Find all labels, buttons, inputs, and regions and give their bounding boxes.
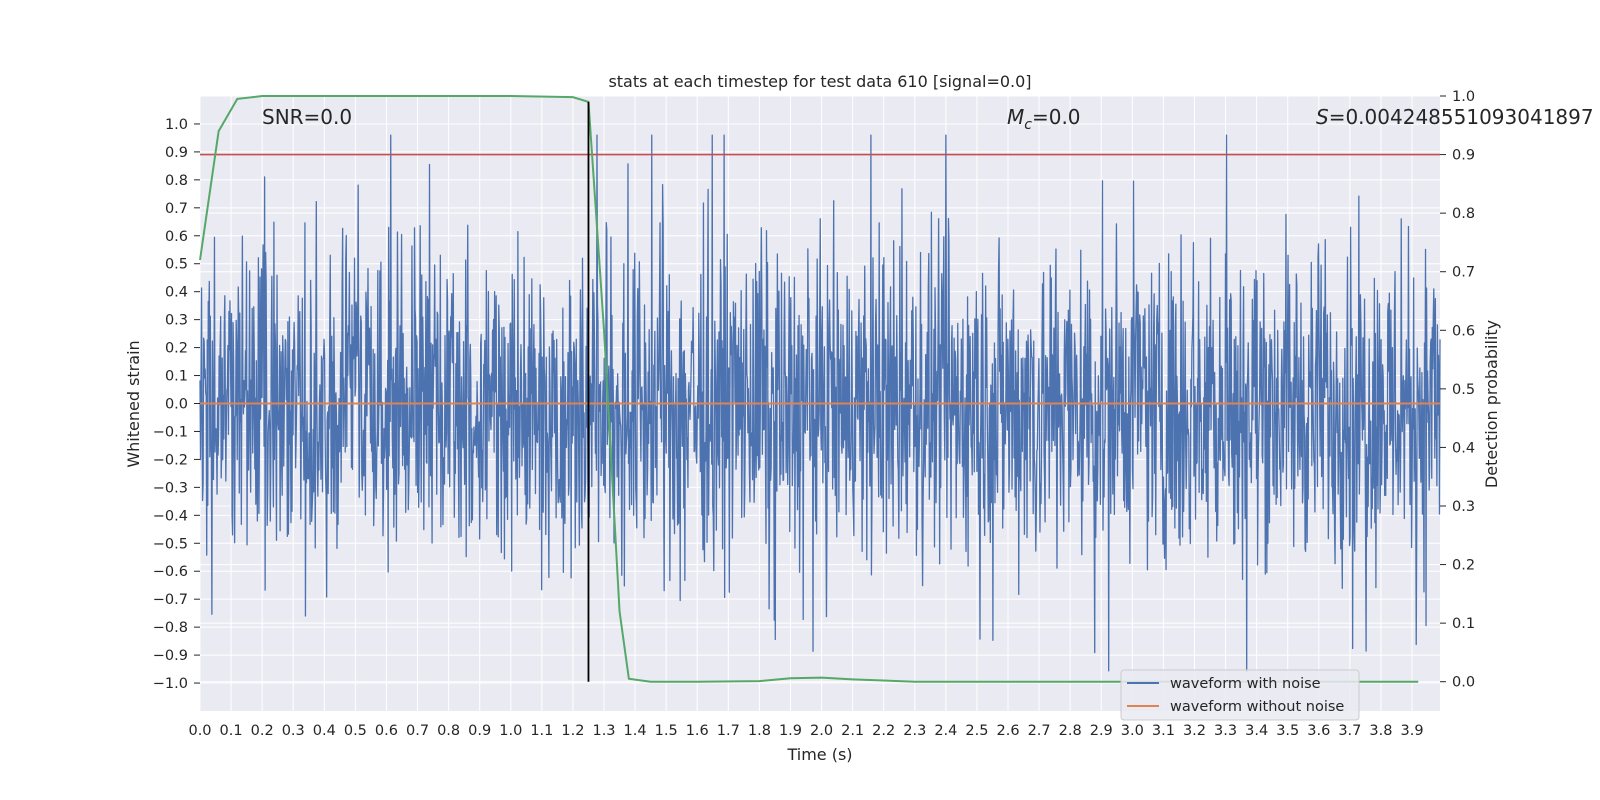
y-tick-label: −0.3 [153,480,188,496]
x-tick-label: 2.7 [1028,723,1051,739]
y2-tick-label: 0.2 [1452,558,1475,574]
x-tick-label: 1.3 [592,723,615,739]
y2-tick-label: 0.3 [1452,499,1475,515]
x-axis-label: Time (s) [786,745,852,764]
x-tick-label: 2.2 [872,723,895,739]
x-tick-label: 1.5 [655,723,678,739]
x-tick-label: 1.0 [499,723,522,739]
y-tick-label: 0.1 [165,369,188,385]
x-tick-label: 3.5 [1276,723,1299,739]
x-tick-label: 0.6 [375,723,398,739]
y2-tick-label: 0.5 [1452,382,1475,398]
x-tick-label: 3.8 [1369,723,1392,739]
y-axis-label: Whitened strain [124,340,143,467]
y-tick-label: −0.8 [153,620,188,636]
y-tick-label: 1.0 [165,117,188,133]
y-tick-label: 0.4 [165,285,188,301]
s-annotation: S=0.004248551093041897 [1316,105,1594,129]
x-tick-label: 3.1 [1152,723,1175,739]
y-tick-label: −0.4 [153,508,188,524]
y-tick-label: 0.9 [165,145,188,161]
x-tick-label: 1.2 [561,723,584,739]
y-tick-label: −0.1 [153,424,188,440]
y2-tick-label: 0.8 [1452,206,1475,222]
chart-lines [199,95,1440,683]
x-tick-label: 1.6 [686,723,709,739]
tick-labels: 0.0 0.1 0.2 0.3 0.4 0.5 0.6 0.7 0.8 0.9 1.0 1.1 1.2 1… [153,89,1475,739]
legend-label-noise: waveform with noise [1170,676,1321,692]
y-tick-label: 0.2 [165,341,188,357]
x-tick-label: 0.0 [188,723,211,739]
y-tick-label: 0.8 [165,173,188,189]
x-tick-label: 0.8 [437,723,460,739]
x-tick-label: 2.1 [841,723,864,739]
y2-tick-label: 0.6 [1452,323,1475,339]
x-tick-label: 0.4 [313,723,336,739]
x-tick-label: 1.4 [624,723,647,739]
y2-tick-label: 1.0 [1452,89,1475,105]
x-tick-label: 0.5 [344,723,367,739]
x-tick-label: 2.5 [965,723,988,739]
x-tick-label: 2.0 [810,723,833,739]
x-tick-label: 0.3 [282,723,305,739]
x-tick-label: 2.8 [1059,723,1082,739]
x-tick-label: 1.1 [530,723,553,739]
x-tick-label: 1.8 [748,723,771,739]
legend-box [1120,669,1360,721]
series-waveform-with-noise [199,134,1441,673]
x-tick-label: 3.9 [1400,723,1423,739]
legend: waveform with noise waveform without noi… [1120,669,1360,721]
mc-annotation: Mc=0.0 [1007,105,1081,133]
y-tick-label: 0.3 [165,313,188,329]
y-tick-label: −0.6 [153,564,188,580]
x-tick-label: 2.6 [996,723,1019,739]
x-tick-label: 0.2 [251,723,274,739]
x-tick-label: 0.7 [406,723,429,739]
x-tick-label: 0.9 [468,723,491,739]
legend-label-clean: waveform without noise [1170,699,1344,715]
x-tick-label: 3.0 [1121,723,1144,739]
chart-title: stats at each timestep for test data 610… [608,72,1031,91]
waveform-with-noise-line [199,134,1441,673]
x-tick-label: 3.6 [1307,723,1330,739]
x-tick-label: 3.7 [1338,723,1361,739]
y2-tick-label: 0.9 [1452,148,1475,164]
y2-tick-label: 0.1 [1452,616,1475,632]
x-tick-label: 2.4 [934,723,957,739]
y-tick-label: 0.5 [165,257,188,273]
x-tick-label: 1.7 [717,723,740,739]
y-tick-label: 0.7 [165,201,188,217]
y2-tick-label: 0.4 [1452,440,1475,456]
y-tick-label: −0.5 [153,536,188,552]
x-tick-label: 3.2 [1183,723,1206,739]
y-tick-label: −0.2 [153,452,188,468]
y-tick-label: −1.0 [153,676,188,692]
y2-tick-label: 0.7 [1452,265,1475,281]
y2-axis-label: Detection probability [1482,320,1501,488]
x-tick-label: 2.3 [903,723,926,739]
detection-probability-line [199,95,1419,683]
y2-tick-label: 0.0 [1452,675,1475,691]
y-tick-label: −0.9 [153,648,188,664]
x-tick-label: 3.4 [1245,723,1268,739]
x-tick-label: 2.9 [1090,723,1113,739]
x-tick-label: 3.3 [1214,723,1237,739]
x-tick-label: 1.9 [779,723,802,739]
y-tick-label: −0.7 [153,592,188,608]
x-tick-label: 0.1 [220,723,243,739]
y-tick-label: 0.0 [165,397,188,413]
snr-annotation: SNR=0.0 [262,105,352,129]
y-tick-label: 0.6 [165,229,188,245]
